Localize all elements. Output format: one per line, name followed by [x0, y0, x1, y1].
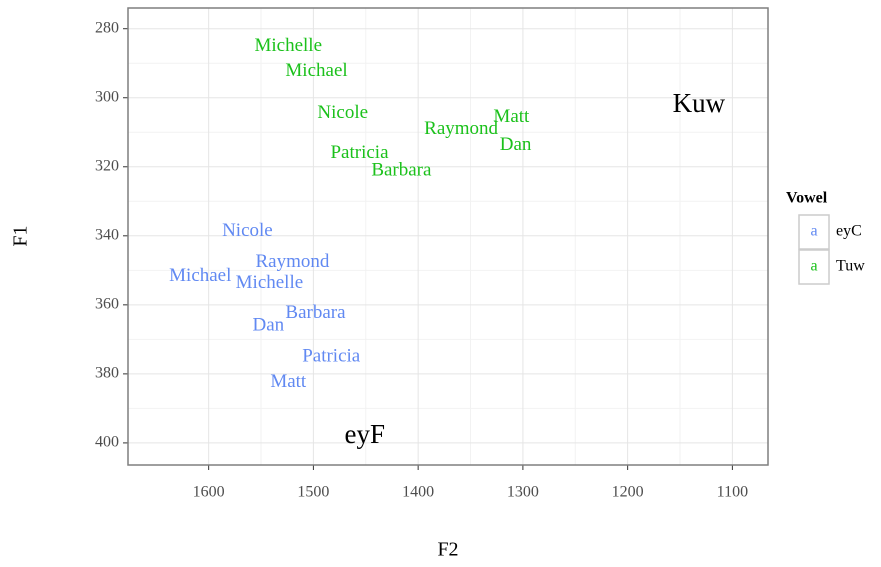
point-label: Dan	[253, 314, 285, 335]
legend-symbol: a	[810, 223, 817, 240]
point-label: Michelle	[236, 272, 304, 293]
y-tick-label: 320	[95, 157, 119, 174]
x-tick-label: 1300	[507, 484, 539, 501]
point-label: Michael	[285, 60, 347, 81]
point-label: Michael	[169, 265, 231, 286]
legend-key	[798, 249, 830, 285]
x-tick-label: 1600	[193, 484, 225, 501]
legend-key	[798, 214, 830, 250]
point-label: Raymond	[256, 251, 330, 272]
annotation: Kuw	[673, 88, 726, 118]
legend-symbol: a	[810, 258, 817, 275]
x-tick-label: 1400	[402, 484, 434, 501]
legend-label: eyC	[836, 223, 862, 240]
y-tick-label: 340	[95, 226, 119, 243]
x-axis-label: F2	[437, 539, 458, 561]
point-label: Nicole	[317, 102, 368, 123]
x-tick-label: 1100	[717, 484, 748, 501]
legend-label: Tuw	[836, 258, 865, 275]
point-label: Patricia	[302, 345, 361, 366]
point-label: Matt	[493, 106, 530, 127]
point-label: Dan	[500, 134, 532, 155]
legend-title: Vowel	[786, 190, 828, 207]
y-tick-label: 360	[95, 296, 119, 313]
y-tick-label: 400	[95, 434, 119, 451]
point-label: Nicole	[222, 220, 273, 241]
annotation: eyF	[344, 419, 385, 449]
x-tick-label: 1200	[612, 484, 644, 501]
y-tick-label: 280	[95, 19, 119, 36]
point-label: Raymond	[424, 118, 498, 139]
point-label: Michelle	[254, 35, 322, 56]
point-label: Barbara	[371, 159, 432, 180]
y-tick-label: 380	[95, 365, 119, 382]
y-axis-label: F1	[10, 225, 32, 246]
point-label: Patricia	[330, 142, 389, 163]
x-tick-label: 1500	[297, 484, 329, 501]
point-label: Matt	[270, 371, 307, 392]
y-tick-label: 300	[95, 88, 119, 105]
plot-border	[127, 7, 769, 466]
point-label: Barbara	[285, 302, 346, 323]
plot-background	[128, 8, 768, 465]
